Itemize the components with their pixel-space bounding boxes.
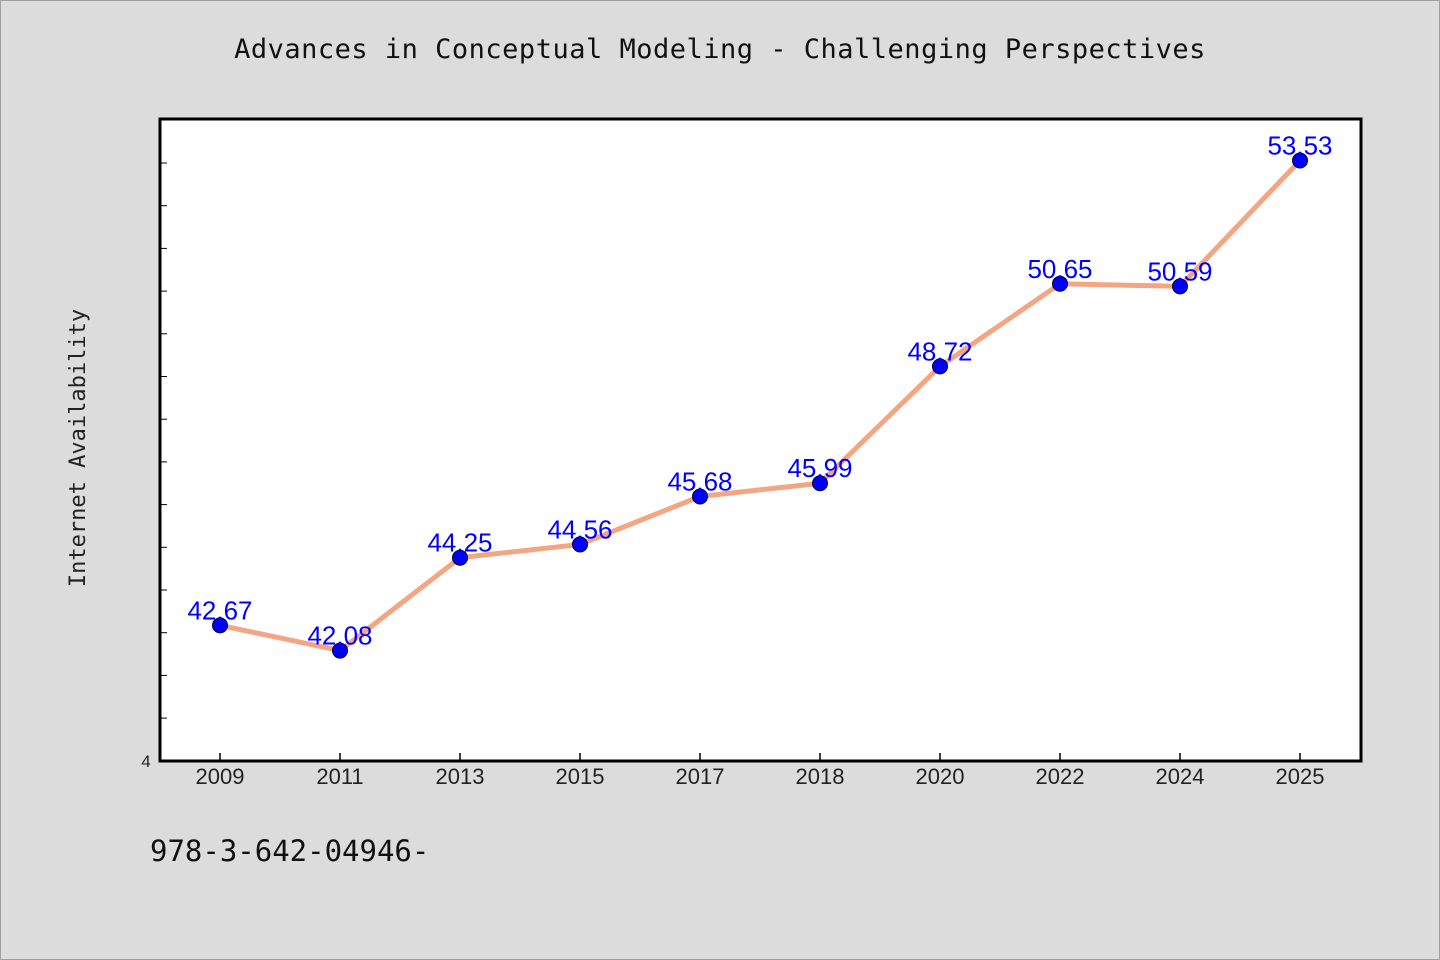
data-point [572, 536, 588, 553]
y-tick-label: 4 [141, 752, 150, 771]
data-point [812, 475, 828, 492]
data-label: 48.72 [907, 336, 972, 366]
chart-title: Advances in Conceptual Modeling - Challe… [234, 34, 1206, 65]
data-label: 53.53 [1267, 131, 1332, 161]
data-point [1172, 278, 1188, 295]
data-label: 45.68 [667, 466, 732, 496]
data-label: 42.67 [187, 595, 252, 625]
data-label: 42.08 [307, 621, 372, 651]
x-tick-label: 2022 [1036, 764, 1085, 789]
data-label: 50.59 [1147, 256, 1212, 286]
x-tick-label: 2018 [796, 764, 845, 789]
x-tick-label: 2025 [1276, 764, 1325, 789]
series-line [217, 158, 1303, 654]
data-point [332, 642, 348, 659]
x-tick-label: 2015 [556, 764, 605, 789]
data-point [212, 617, 228, 634]
data-point [1292, 152, 1308, 169]
plot-area [158, 117, 1363, 763]
x-tick-label: 2017 [676, 764, 725, 789]
series-markers [212, 152, 1308, 659]
data-point [452, 549, 468, 566]
x-tick-label: 2009 [196, 764, 245, 789]
x-tick-label: 2024 [1156, 764, 1205, 789]
data-point [692, 488, 708, 505]
x-axis-ticks: 2009 2011 2013 2015 2017 2018 2020 2022 2024 2025 [196, 753, 1325, 789]
data-point [932, 358, 948, 375]
data-label: 50.65 [1027, 254, 1092, 284]
data-point [1052, 275, 1068, 292]
x-tick-label: 2011 [316, 764, 363, 789]
data-label: 44.56 [547, 514, 612, 544]
x-tick-label: 2013 [436, 764, 485, 789]
y-axis-ticks [160, 162, 167, 719]
data-label: 44.25 [427, 528, 492, 558]
data-label: 45.99 [787, 453, 852, 483]
y-axis-label: Internet Availability [66, 309, 91, 587]
data-labels: 42.67 42.08 44.25 44.56 45.68 45.99 48.72 50.65… [187, 131, 1332, 651]
footer-isbn-text: 978-3-642-04946- [150, 834, 430, 868]
x-tick-label: 2020 [916, 764, 965, 789]
